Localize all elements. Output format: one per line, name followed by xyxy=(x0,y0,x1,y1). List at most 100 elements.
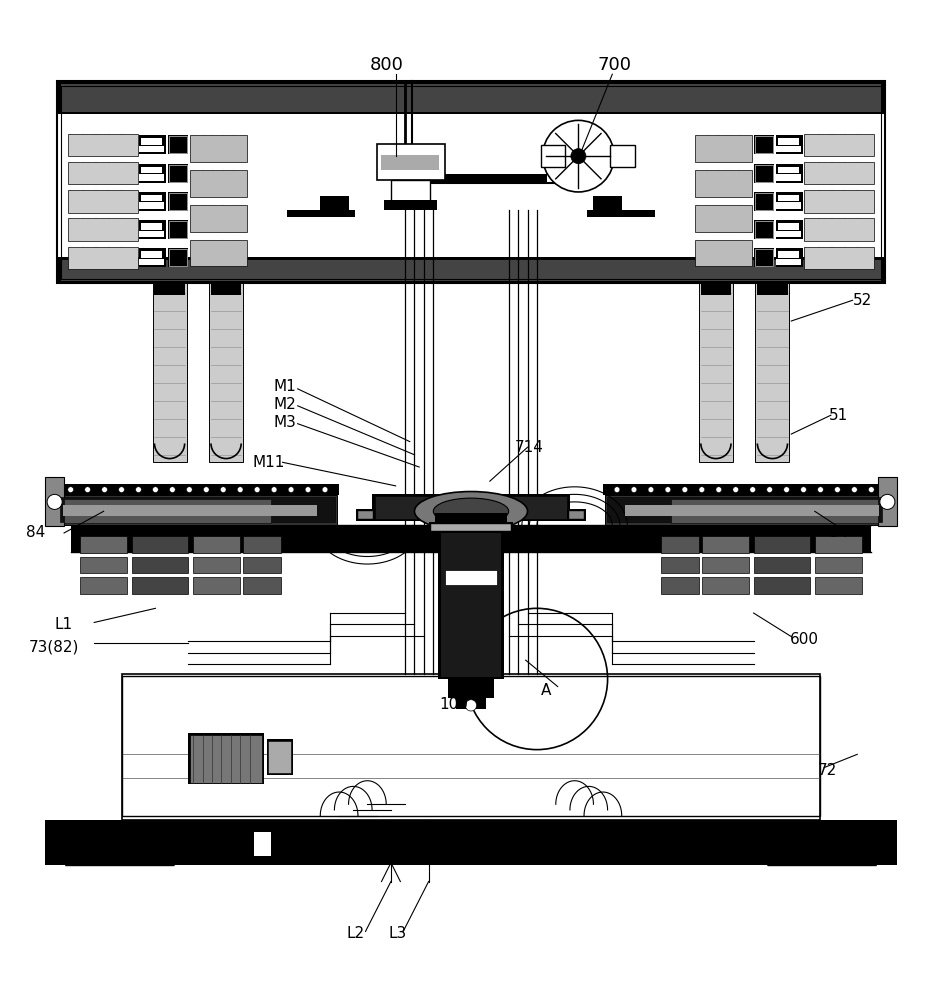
Bar xyxy=(168,164,188,183)
Bar xyxy=(139,174,164,181)
Text: 72: 72 xyxy=(818,763,836,778)
Circle shape xyxy=(68,487,73,492)
Circle shape xyxy=(119,487,124,492)
Bar xyxy=(776,202,801,209)
Bar xyxy=(68,162,138,184)
Bar xyxy=(139,220,166,239)
Text: 73(82): 73(82) xyxy=(28,639,78,654)
Bar xyxy=(154,283,185,295)
Circle shape xyxy=(203,487,209,492)
Bar xyxy=(57,257,885,283)
Bar xyxy=(456,696,486,709)
Bar xyxy=(190,170,247,197)
Bar xyxy=(603,484,887,495)
Bar xyxy=(139,259,164,265)
Bar xyxy=(661,557,699,573)
Bar xyxy=(60,497,335,522)
Bar xyxy=(243,536,281,553)
Bar xyxy=(754,536,810,553)
Bar xyxy=(122,676,820,816)
Bar xyxy=(190,240,247,266)
Bar xyxy=(68,190,138,213)
Text: 800: 800 xyxy=(370,56,404,74)
Bar xyxy=(168,192,188,211)
Bar xyxy=(776,135,803,154)
Bar xyxy=(755,193,773,210)
Bar xyxy=(320,196,349,210)
Circle shape xyxy=(784,487,789,492)
Bar xyxy=(372,494,570,521)
Circle shape xyxy=(543,120,614,192)
Text: 700: 700 xyxy=(597,56,631,74)
Bar xyxy=(757,283,788,295)
Bar xyxy=(778,223,799,230)
Circle shape xyxy=(271,487,277,492)
Bar xyxy=(139,231,164,237)
Circle shape xyxy=(880,494,895,509)
Bar xyxy=(132,577,188,594)
Bar xyxy=(605,495,884,524)
Bar xyxy=(57,81,885,114)
Bar xyxy=(243,577,281,594)
Bar xyxy=(755,249,773,266)
Text: 600: 600 xyxy=(789,632,819,647)
Bar xyxy=(141,167,162,173)
Bar xyxy=(755,221,773,238)
Bar xyxy=(435,513,507,523)
Text: 84: 84 xyxy=(26,525,45,540)
Circle shape xyxy=(869,487,874,492)
Bar xyxy=(71,525,871,552)
Bar xyxy=(804,162,874,184)
Bar xyxy=(755,283,789,462)
Bar xyxy=(815,536,862,553)
Bar xyxy=(701,283,731,295)
Bar xyxy=(776,248,803,267)
Bar xyxy=(169,249,187,266)
Circle shape xyxy=(465,700,477,711)
Bar xyxy=(168,220,188,239)
Bar xyxy=(68,134,138,156)
Circle shape xyxy=(254,487,260,492)
Bar xyxy=(61,84,881,112)
Circle shape xyxy=(85,487,90,492)
Bar xyxy=(141,251,162,258)
Bar xyxy=(193,577,240,594)
Bar xyxy=(139,202,164,209)
Bar xyxy=(80,557,127,573)
Bar xyxy=(193,536,240,553)
Circle shape xyxy=(571,149,586,164)
Bar xyxy=(80,536,127,553)
Bar xyxy=(381,155,439,170)
Bar xyxy=(139,135,166,154)
Bar xyxy=(61,86,881,279)
Circle shape xyxy=(767,487,772,492)
Bar xyxy=(695,240,752,266)
Circle shape xyxy=(187,487,192,492)
Text: 51: 51 xyxy=(829,408,848,423)
Bar xyxy=(815,557,862,573)
Bar xyxy=(661,577,699,594)
Bar xyxy=(58,495,337,525)
Bar xyxy=(75,528,867,550)
Bar xyxy=(211,283,241,295)
Bar xyxy=(695,205,752,232)
Bar xyxy=(139,192,166,211)
Bar xyxy=(122,674,820,820)
Bar xyxy=(569,511,584,519)
Bar xyxy=(58,495,337,524)
Bar xyxy=(661,536,699,553)
Bar xyxy=(209,283,243,462)
Bar xyxy=(61,260,881,281)
Bar xyxy=(804,247,874,269)
Bar xyxy=(776,164,803,183)
Bar xyxy=(587,210,655,217)
Bar xyxy=(878,477,897,526)
Circle shape xyxy=(322,487,328,492)
Bar xyxy=(64,499,271,523)
Bar xyxy=(702,557,749,573)
Bar xyxy=(57,81,885,283)
Bar xyxy=(605,495,884,525)
Bar xyxy=(755,136,773,153)
Bar xyxy=(188,733,264,784)
Bar xyxy=(754,577,810,594)
